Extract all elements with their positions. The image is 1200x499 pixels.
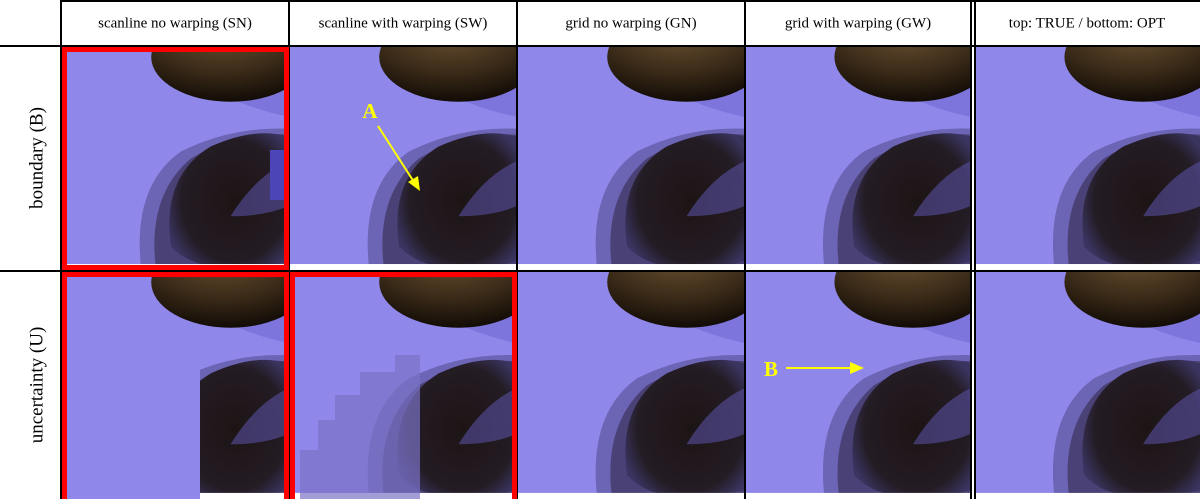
figure: scanline no warping (SN) scanline with w… (0, 0, 1200, 499)
column-header: grid with warping (GW) (785, 15, 931, 31)
row-label: boundary (B) (26, 107, 47, 209)
artifact (270, 150, 286, 200)
annotation-label: A (362, 99, 378, 123)
column-header: top: TRUE / bottom: OPT (1009, 15, 1165, 31)
column-header: grid no warping (GN) (565, 15, 696, 31)
image-grid (62, 12, 1200, 499)
image (518, 237, 766, 499)
image (976, 237, 1200, 499)
row-label: uncertainty (U) (26, 327, 47, 444)
image (746, 12, 992, 270)
image (746, 237, 992, 499)
annotation-label: B (764, 357, 778, 381)
column-header: scanline with warping (SW) (319, 15, 488, 31)
image (518, 12, 766, 270)
page: scanline no warping (SN) scanline with w… (0, 0, 1200, 499)
image (290, 12, 538, 270)
image (976, 12, 1200, 270)
column-header: scanline no warping (SN) (98, 15, 252, 31)
